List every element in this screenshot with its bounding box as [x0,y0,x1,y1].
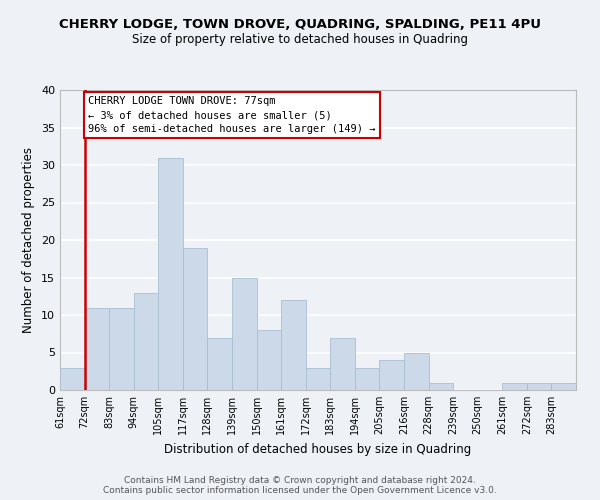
X-axis label: Distribution of detached houses by size in Quadring: Distribution of detached houses by size … [164,442,472,456]
Text: Contains HM Land Registry data © Crown copyright and database right 2024.
Contai: Contains HM Land Registry data © Crown c… [103,476,497,495]
Bar [527,382,551,390]
Bar [85,308,109,390]
Bar [183,248,208,390]
Bar [281,300,306,390]
Text: CHERRY LODGE TOWN DROVE: 77sqm
← 3% of detached houses are smaller (5)
96% of se: CHERRY LODGE TOWN DROVE: 77sqm ← 3% of d… [88,96,376,134]
Bar [355,368,379,390]
Bar [158,158,183,390]
Bar [134,292,158,390]
Bar [257,330,281,390]
Bar [551,382,576,390]
Bar [379,360,404,390]
Text: CHERRY LODGE, TOWN DROVE, QUADRING, SPALDING, PE11 4PU: CHERRY LODGE, TOWN DROVE, QUADRING, SPAL… [59,18,541,30]
Bar [404,352,428,390]
Y-axis label: Number of detached properties: Number of detached properties [22,147,35,333]
Bar [428,382,453,390]
Bar [232,278,257,390]
Bar [306,368,330,390]
Bar [60,368,85,390]
Bar [208,338,232,390]
Bar [109,308,134,390]
Text: Size of property relative to detached houses in Quadring: Size of property relative to detached ho… [132,32,468,46]
Bar [502,382,527,390]
Bar [330,338,355,390]
